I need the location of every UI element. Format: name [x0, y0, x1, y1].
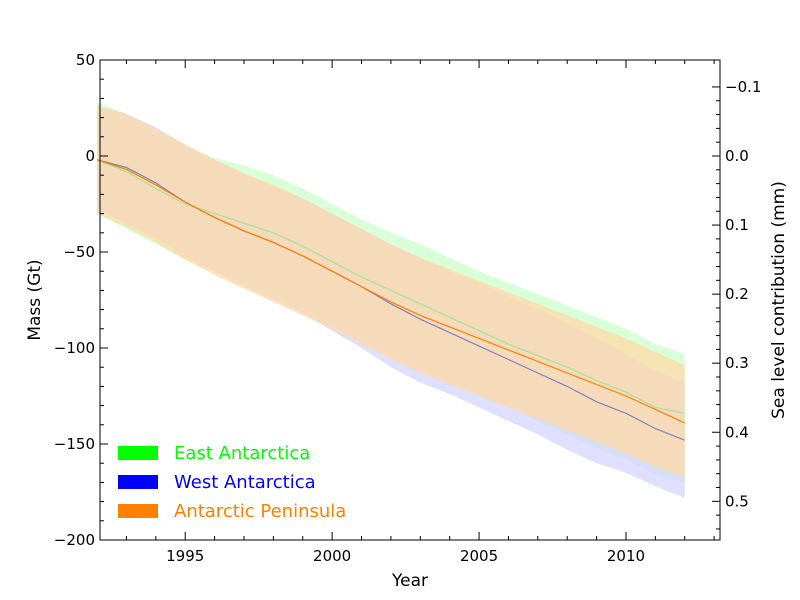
line-antarctic-peninsula	[96, 159, 685, 424]
y-tick-label: 0	[85, 147, 95, 165]
y2-tick-label: 0.5	[725, 492, 749, 510]
y-tick-label: −100	[54, 339, 95, 357]
legend-swatch-antarctic-peninsula	[118, 504, 158, 518]
y-tick-label: −200	[54, 531, 95, 549]
plot-frame	[99, 59, 721, 541]
x-axis-label: Year	[391, 571, 428, 591]
legend-label-antarctic-peninsula: Antarctic Peninsula	[174, 501, 346, 522]
y2-tick-label: 0.3	[725, 354, 749, 372]
legend-swatch-west-antarctica	[118, 475, 158, 489]
y2-tick-label: −0.1	[725, 78, 761, 96]
y2-tick-label: 0.4	[725, 423, 749, 441]
x-tick-label: 1995	[166, 547, 204, 565]
legend-label-west-antarctica: West Antarctica	[174, 472, 316, 493]
y-axis-right: −0.1 0.0 0.1 0.2 0.3 0.4 0.5	[712, 78, 761, 530]
y-axis-left: 50 0 −50 −100 −150 −200	[54, 51, 108, 549]
x-axis: 1995 2000 2005 2010	[125, 60, 715, 565]
y2-axis-label: Sea level contribution (mm)	[769, 181, 789, 419]
uncertainty-bands	[97, 102, 685, 498]
band-antarctic-peninsula	[97, 106, 685, 477]
series-lines	[96, 159, 685, 441]
y-tick-label: −150	[54, 435, 95, 453]
y-tick-label: 50	[76, 51, 95, 69]
y2-tick-label: 0.0	[725, 147, 749, 165]
y2-tick-label: 0.2	[725, 285, 749, 303]
y2-tick-label: 0.1	[725, 216, 749, 234]
x-tick-label: 2000	[313, 547, 351, 565]
y-axis-label: Mass (Gt)	[25, 259, 45, 340]
x-tick-label: 2005	[460, 547, 498, 565]
x-tick-label: 2010	[607, 547, 645, 565]
legend-label-east-antarctica: East Antarctica	[174, 443, 310, 464]
legend-swatch-east-antarctica	[118, 446, 158, 460]
y-tick-label: −50	[63, 243, 95, 261]
legend: East Antarctica West Antarctica Antarctic …	[118, 443, 346, 522]
